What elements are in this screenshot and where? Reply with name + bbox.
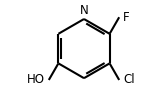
Text: N: N (80, 4, 88, 17)
Text: Cl: Cl (123, 74, 135, 86)
Text: F: F (123, 11, 129, 24)
Text: HO: HO (27, 74, 45, 86)
